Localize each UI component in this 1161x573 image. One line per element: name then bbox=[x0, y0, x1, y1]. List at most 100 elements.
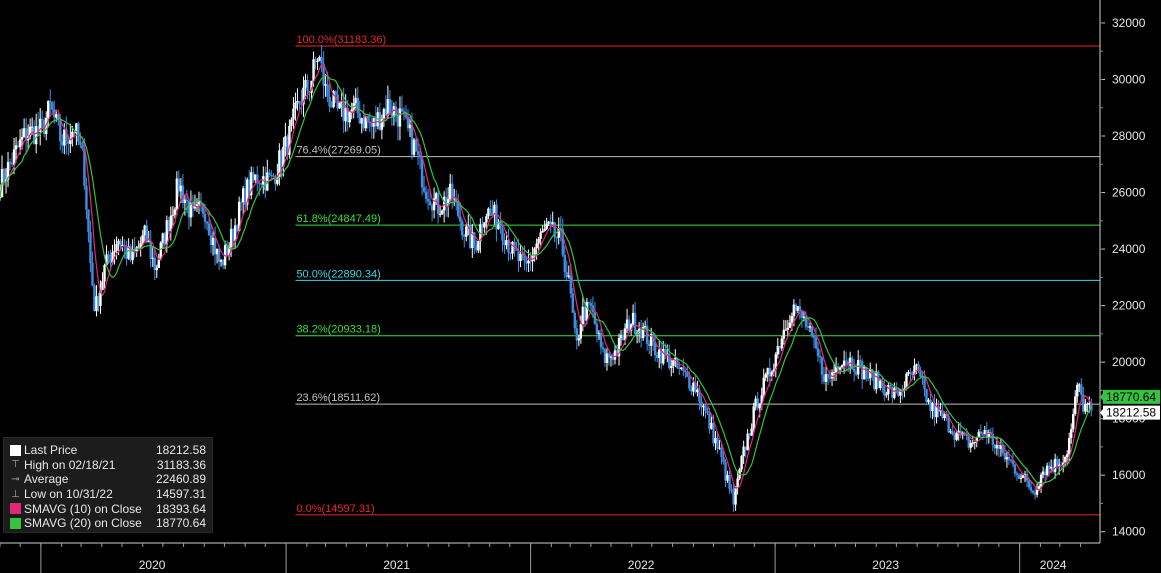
candle-body bbox=[589, 303, 593, 306]
candle-body bbox=[1043, 471, 1047, 476]
candle-body bbox=[47, 100, 50, 118]
candle-body bbox=[965, 433, 968, 437]
legend-marker bbox=[10, 444, 21, 456]
candle-body bbox=[690, 388, 693, 392]
candle-body bbox=[153, 257, 156, 271]
candle-body bbox=[67, 141, 70, 144]
candle-body bbox=[36, 126, 40, 132]
candle-body bbox=[434, 193, 438, 199]
candle-body bbox=[28, 126, 32, 137]
candle-body bbox=[1039, 474, 1043, 487]
candle-body bbox=[539, 232, 542, 239]
candle-body bbox=[412, 139, 416, 155]
candle-body bbox=[720, 447, 723, 458]
candle-body bbox=[722, 457, 725, 463]
candle-body bbox=[973, 441, 976, 443]
y-tick-label: 26000 bbox=[1112, 186, 1146, 200]
candle-body bbox=[322, 63, 325, 86]
candle-body bbox=[1049, 466, 1053, 469]
y-tick-label: 32000 bbox=[1112, 16, 1146, 30]
candle-body bbox=[49, 100, 52, 103]
candle-body bbox=[12, 149, 16, 165]
candle-body bbox=[881, 380, 884, 387]
candle-body bbox=[871, 369, 874, 373]
candle-body bbox=[895, 388, 898, 390]
candle-body bbox=[350, 109, 353, 112]
candle-body bbox=[724, 462, 727, 481]
candle-body bbox=[927, 399, 930, 403]
candle-body bbox=[424, 191, 428, 199]
candle-body bbox=[623, 328, 627, 341]
legend-value: 18393.64 bbox=[155, 501, 206, 516]
candle-body bbox=[953, 434, 956, 440]
candle-body bbox=[834, 366, 838, 372]
candle-body bbox=[899, 390, 902, 396]
candle-body bbox=[846, 361, 850, 366]
candle-body bbox=[611, 356, 615, 360]
candle-body bbox=[390, 113, 394, 117]
candle-body bbox=[219, 259, 223, 262]
candle-body bbox=[358, 113, 361, 124]
candle-body bbox=[308, 91, 311, 93]
candle-body bbox=[826, 374, 830, 378]
candle-body bbox=[455, 198, 458, 202]
candle-body bbox=[559, 227, 562, 230]
candle-body bbox=[672, 360, 675, 366]
candle-body bbox=[24, 128, 28, 141]
candle-body bbox=[250, 172, 253, 196]
x-year-label: 2023 bbox=[872, 558, 899, 572]
candle-body bbox=[457, 201, 460, 217]
candle-body bbox=[535, 243, 538, 249]
candle-body bbox=[505, 239, 508, 246]
candle-body bbox=[726, 475, 729, 481]
candle-body bbox=[917, 364, 920, 371]
candle-body bbox=[71, 131, 74, 138]
candle-body bbox=[97, 296, 100, 306]
candle-body bbox=[617, 338, 621, 357]
candle-body bbox=[1015, 473, 1019, 475]
candle-body bbox=[260, 183, 263, 185]
candle-body bbox=[776, 346, 779, 355]
candle-body bbox=[716, 438, 719, 449]
candle-body bbox=[193, 206, 197, 209]
candle-body bbox=[883, 386, 886, 396]
candle-body bbox=[248, 179, 251, 196]
fib-level-label: 100.0%(31183.36) bbox=[296, 34, 386, 46]
candle-body bbox=[563, 254, 566, 273]
candle-body bbox=[360, 118, 363, 124]
candle-body bbox=[422, 187, 426, 192]
candle-body bbox=[336, 94, 339, 109]
candle-body bbox=[557, 227, 560, 238]
candle-body bbox=[869, 369, 872, 379]
legend-label: SMAVG (10) on Close bbox=[24, 501, 142, 516]
candle-body bbox=[264, 176, 267, 191]
candle-body bbox=[909, 371, 912, 374]
candle-body bbox=[913, 365, 916, 375]
legend-value: 22460.89 bbox=[155, 472, 206, 487]
candle-body bbox=[334, 91, 337, 95]
candle-body bbox=[680, 367, 683, 370]
candle-body bbox=[1029, 487, 1033, 491]
price-tag-label: 18212.58 bbox=[1106, 406, 1156, 420]
candle-body bbox=[171, 214, 175, 216]
candle-body bbox=[919, 370, 922, 377]
candle-body bbox=[792, 304, 796, 317]
candle-body bbox=[342, 100, 345, 122]
candle-body bbox=[99, 290, 102, 306]
candle-body bbox=[923, 378, 926, 390]
candle-body bbox=[609, 356, 613, 358]
candle-body bbox=[631, 312, 635, 325]
candle-body bbox=[867, 377, 870, 379]
candle-body bbox=[340, 100, 343, 103]
moving-averages bbox=[0, 63, 1092, 491]
candle-body bbox=[237, 201, 241, 232]
candle-body bbox=[581, 306, 585, 325]
candle-body bbox=[523, 253, 526, 261]
candle-body bbox=[113, 250, 116, 253]
candle-body bbox=[14, 145, 18, 150]
candle-body bbox=[290, 119, 293, 126]
candle-body bbox=[660, 349, 663, 364]
fib-level-label: 76.4%(27269.05) bbox=[296, 145, 380, 157]
x-year-label: 2022 bbox=[628, 558, 655, 572]
candle-body bbox=[939, 410, 942, 412]
